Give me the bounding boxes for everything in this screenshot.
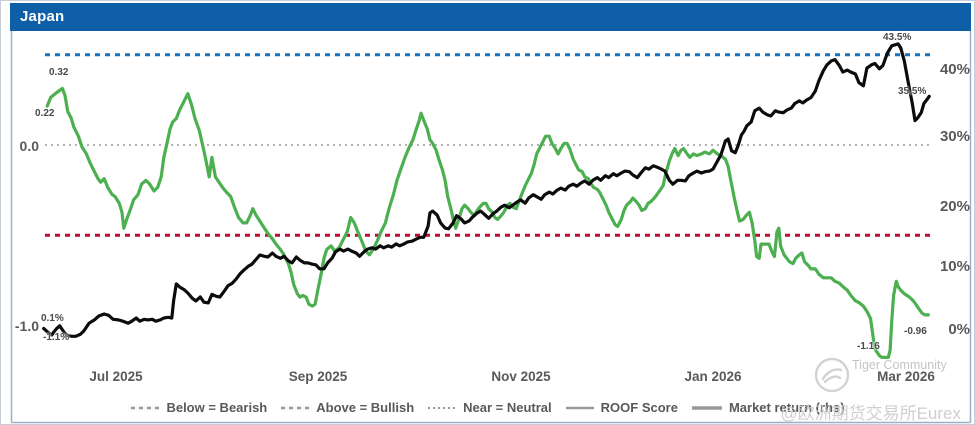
legend-item-market-return: Market return (rhs) <box>691 400 845 415</box>
legend-item-bearish: Below = Bearish <box>130 400 267 415</box>
x-axis-tick-jul2025: Jul 2025 <box>89 369 143 384</box>
x-axis-tick-sep2025: Sep 2025 <box>288 369 348 384</box>
annotation-market-peak: 43.5% <box>883 32 912 43</box>
roof-score-line-icon <box>565 406 594 409</box>
legend-item-neutral: Near = Neutral <box>427 400 552 415</box>
bullish-dashed-line-icon <box>281 406 310 409</box>
annotation-roof-min: -1.16 <box>857 341 880 352</box>
annotation-roof-peak: 0.32 <box>49 67 69 78</box>
annotation-market-end: 35.5% <box>898 86 927 97</box>
right-axis-tick-20: 20% <box>939 198 970 215</box>
legend-label-market-return: Market return (rhs) <box>728 400 845 415</box>
bearish-dashed-line-icon <box>131 406 160 409</box>
legend-item-roof-score: ROOF Score <box>565 400 678 415</box>
right-axis-tick-40: 40% <box>939 61 970 78</box>
right-axis-tick-30: 30% <box>939 128 970 145</box>
tiger-logo-watermark-icon <box>814 357 850 393</box>
legend-label-bearish: Below = Bearish <box>166 400 268 415</box>
left-axis-tick-zero: 0.0 <box>19 138 39 154</box>
chart-title: Japan <box>20 8 65 25</box>
annotation-roof-end: -0.96 <box>904 326 927 337</box>
right-axis-tick-0: 0% <box>948 321 970 338</box>
annotation-market-start: 0.1% <box>41 313 64 324</box>
right-axis-tick-10: 10% <box>939 258 970 275</box>
x-axis-tick-jan2026: Jan 2026 <box>684 369 742 384</box>
watermark-community-text: Tiger Community <box>852 358 947 372</box>
legend-label-neutral: Near = Neutral <box>463 400 552 415</box>
legend-item-bullish: Above = Bullish <box>280 400 414 415</box>
neutral-dotted-line-icon <box>428 406 457 409</box>
legend-label-bullish: Above = Bullish <box>316 400 415 415</box>
annotation-market-low: -1.1% <box>43 332 70 343</box>
x-axis-tick-nov2025: Nov 2025 <box>491 369 551 384</box>
annotation-roof-start: 0.22 <box>35 108 55 119</box>
market-return-line-icon <box>691 405 722 410</box>
chart-title-bar: Japan <box>10 3 971 31</box>
chart-legend: Below = Bearish Above = Bullish Near = N… <box>1 400 974 415</box>
watermark-source-text: @欧洲期货交易所Eurex <box>780 404 961 423</box>
left-axis-tick-minus1: -1.0 <box>14 318 39 334</box>
x-axis-tick-mar2026: Mar 2026 <box>877 369 935 384</box>
legend-label-roof-score: ROOF Score <box>600 400 678 415</box>
